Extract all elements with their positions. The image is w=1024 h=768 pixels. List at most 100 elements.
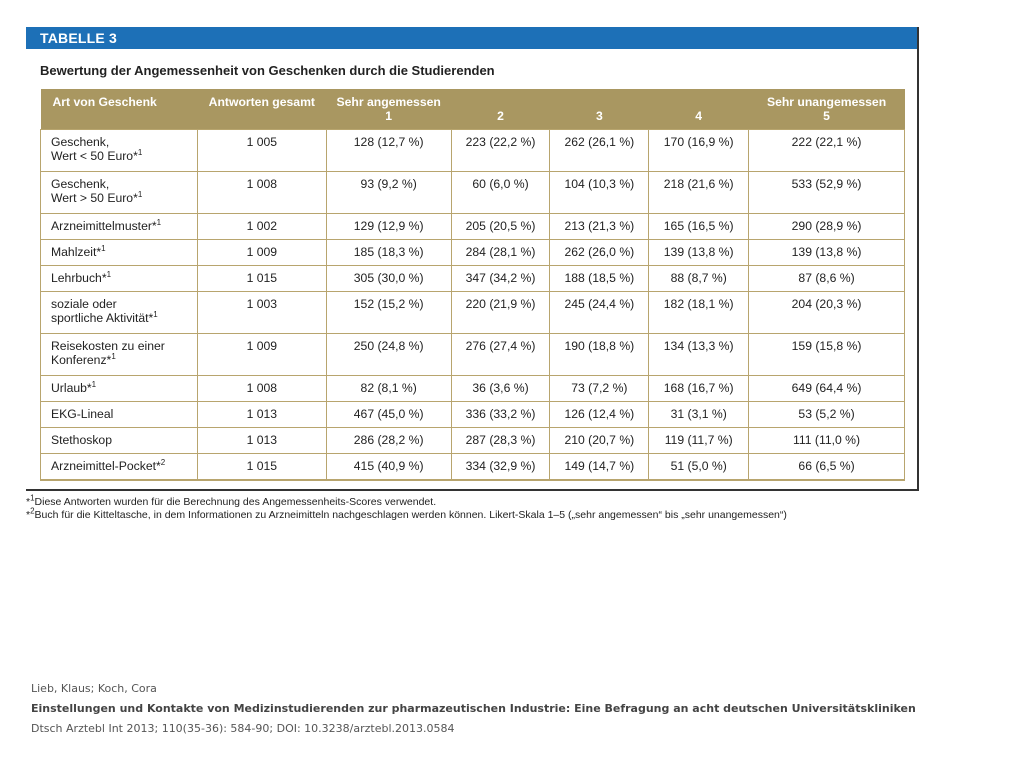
rating-cell: 66 (6,5 %) [748, 453, 905, 481]
table-row: Lehrbuch*1 1 015 305 (30,0 %) 347 (34,2 %) 1… [40, 265, 905, 292]
rating-cell: 533 (52,9 %) [748, 171, 905, 214]
table-row: Geschenk, Wert > 50 Euro*1 1 008 93 (9,2 %)… [40, 171, 905, 214]
rating-cell: 159 (15,8 %) [748, 333, 905, 376]
rating-cell: 129 (12,9 %) [325, 213, 452, 240]
rating-cell: 290 (28,9 %) [748, 213, 905, 240]
rating-cell: 182 (18,1 %) [648, 291, 750, 334]
rating-cell: 60 (6,0 %) [450, 171, 551, 214]
rating-cell: 210 (20,7 %) [549, 427, 650, 454]
table-row: Reisekosten zu einer Konferenz*1 1 009 250 … [40, 333, 905, 376]
gift-type-cell: Geschenk, Wert > 50 Euro*1 [40, 171, 198, 214]
column-header: 2 [451, 89, 550, 130]
rating-cell: 165 (16,5 %) [648, 213, 750, 240]
rating-cell: 88 (8,7 %) [648, 265, 750, 292]
total-cell: 1 013 [196, 401, 327, 428]
citation: Lieb, Klaus; Koch, Cora Einstellungen un… [31, 679, 916, 739]
gift-type-cell: Lehrbuch*1 [40, 265, 198, 292]
gift-type-cell: EKG-Lineal [40, 401, 198, 428]
rating-cell: 126 (12,4 %) [549, 401, 650, 428]
rating-cell: 250 (24,8 %) [325, 333, 452, 376]
rating-cell: 53 (5,2 %) [748, 401, 905, 428]
column-header: 4 [648, 89, 749, 130]
rating-cell: 139 (13,8 %) [748, 239, 905, 266]
rating-cell: 128 (12,7 %) [325, 129, 452, 172]
rating-cell: 467 (45,0 %) [325, 401, 452, 428]
total-cell: 1 015 [196, 453, 327, 481]
total-cell: 1 005 [196, 129, 327, 172]
table-row: EKG-Lineal 1 013 467 (45,0 %) 336 (33,2 %) 1… [40, 401, 905, 428]
footnotes: *1Diese Antworten wurden für die Berechn… [26, 493, 787, 522]
total-cell: 1 013 [196, 427, 327, 454]
rating-cell: 220 (21,9 %) [450, 291, 551, 334]
rating-cell: 347 (34,2 %) [450, 265, 551, 292]
rating-cell: 104 (10,3 %) [549, 171, 650, 214]
total-cell: 1 009 [196, 333, 327, 376]
total-cell: 1 002 [196, 213, 327, 240]
table-row: Geschenk, Wert < 50 Euro*1 1 005 128 (12,7 … [40, 129, 905, 172]
footnote: *2Buch für die Kitteltasche, in dem Info… [26, 506, 787, 521]
total-cell: 1 008 [196, 171, 327, 214]
rating-cell: 134 (13,3 %) [648, 333, 750, 376]
total-cell: 1 009 [196, 239, 327, 266]
rating-cell: 170 (16,9 %) [648, 129, 750, 172]
rating-cell: 139 (13,8 %) [648, 239, 750, 266]
gift-type-cell: Urlaub*1 [40, 375, 198, 402]
rating-cell: 305 (30,0 %) [325, 265, 452, 292]
column-header: 3 [549, 89, 649, 130]
rating-cell: 73 (7,2 %) [549, 375, 650, 402]
rating-cell: 149 (14,7 %) [549, 453, 650, 481]
table-label: TABELLE 3 [26, 27, 917, 49]
table-panel: TABELLE 3 Bewertung der Angemessenheit v… [26, 27, 919, 491]
rating-cell: 168 (16,7 %) [648, 375, 750, 402]
total-cell: 1 008 [196, 375, 327, 402]
rating-cell: 188 (18,5 %) [549, 265, 650, 292]
gift-type-cell: Reisekosten zu einer Konferenz*1 [40, 333, 198, 376]
citation-title: Einstellungen und Kontakte von Medizinst… [31, 702, 916, 715]
total-cell: 1 003 [196, 291, 327, 334]
gift-type-cell: Arzneimittelmuster*1 [40, 213, 198, 240]
rating-cell: 152 (15,2 %) [325, 291, 452, 334]
rating-cell: 262 (26,1 %) [549, 129, 650, 172]
rating-cell: 204 (20,3 %) [748, 291, 905, 334]
footnote: *1Diese Antworten wurden für die Berechn… [26, 493, 437, 508]
rating-cell: 205 (20,5 %) [450, 213, 551, 240]
rating-cell: 276 (27,4 %) [450, 333, 551, 376]
rating-cell: 334 (32,9 %) [450, 453, 551, 481]
rating-cell: 218 (21,6 %) [648, 171, 750, 214]
rating-cell: 87 (8,6 %) [748, 265, 905, 292]
rating-cell: 185 (18,3 %) [325, 239, 452, 266]
rating-cell: 284 (28,1 %) [450, 239, 551, 266]
gift-type-cell: Mahlzeit*1 [40, 239, 198, 266]
rating-cell: 287 (28,3 %) [450, 427, 551, 454]
gift-type-cell: soziale oder sportliche Aktivität*1 [40, 291, 198, 334]
rating-cell: 262 (26,0 %) [549, 239, 650, 266]
rating-cell: 82 (8,1 %) [325, 375, 452, 402]
citation-authors: Lieb, Klaus; Koch, Cora [31, 682, 157, 695]
rating-cell: 213 (21,3 %) [549, 213, 650, 240]
rating-cell: 286 (28,2 %) [325, 427, 452, 454]
rating-cell: 36 (3,6 %) [450, 375, 551, 402]
table-row: Urlaub*1 1 008 82 (8,1 %) 36 (3,6 %) 73 (7,2… [40, 375, 905, 402]
rating-cell: 223 (22,2 %) [450, 129, 551, 172]
table-row: Mahlzeit*1 1 009 185 (18,3 %) 284 (28,1 %) 2… [40, 239, 905, 266]
rating-cell: 93 (9,2 %) [325, 171, 452, 214]
data-table: Art von Geschenk Antworten gesamt Sehr a… [40, 89, 905, 481]
rating-cell: 111 (11,0 %) [748, 427, 905, 454]
rating-cell: 222 (22,1 %) [748, 129, 905, 172]
rating-cell: 649 (64,4 %) [748, 375, 905, 402]
table-row: Arzneimittel-Pocket*2 1 015 415 (40,9 %) 33… [40, 453, 905, 481]
column-header: Sehr unangemessen 5 [748, 89, 905, 130]
table-row: Stethoskop 1 013 286 (28,2 %) 287 (28,3 %) 2… [40, 427, 905, 454]
column-header: Sehr angemessen 1 [326, 89, 452, 130]
rating-cell: 415 (40,9 %) [325, 453, 452, 481]
table-title: Bewertung der Angemessenheit von Geschen… [40, 63, 495, 78]
total-cell: 1 015 [196, 265, 327, 292]
column-header: Art von Geschenk [40, 89, 198, 130]
column-header: Antworten gesamt [197, 89, 327, 130]
rating-cell: 31 (3,1 %) [648, 401, 750, 428]
table-row: soziale oder sportliche Aktivität*1 1 003 1… [40, 291, 905, 334]
header-row: Art von Geschenk Antworten gesamt Sehr a… [40, 89, 905, 130]
rating-cell: 51 (5,0 %) [648, 453, 750, 481]
rating-cell: 245 (24,4 %) [549, 291, 650, 334]
citation-source: Dtsch Arztebl Int 2013; 110(35-36): 584-… [31, 722, 455, 735]
